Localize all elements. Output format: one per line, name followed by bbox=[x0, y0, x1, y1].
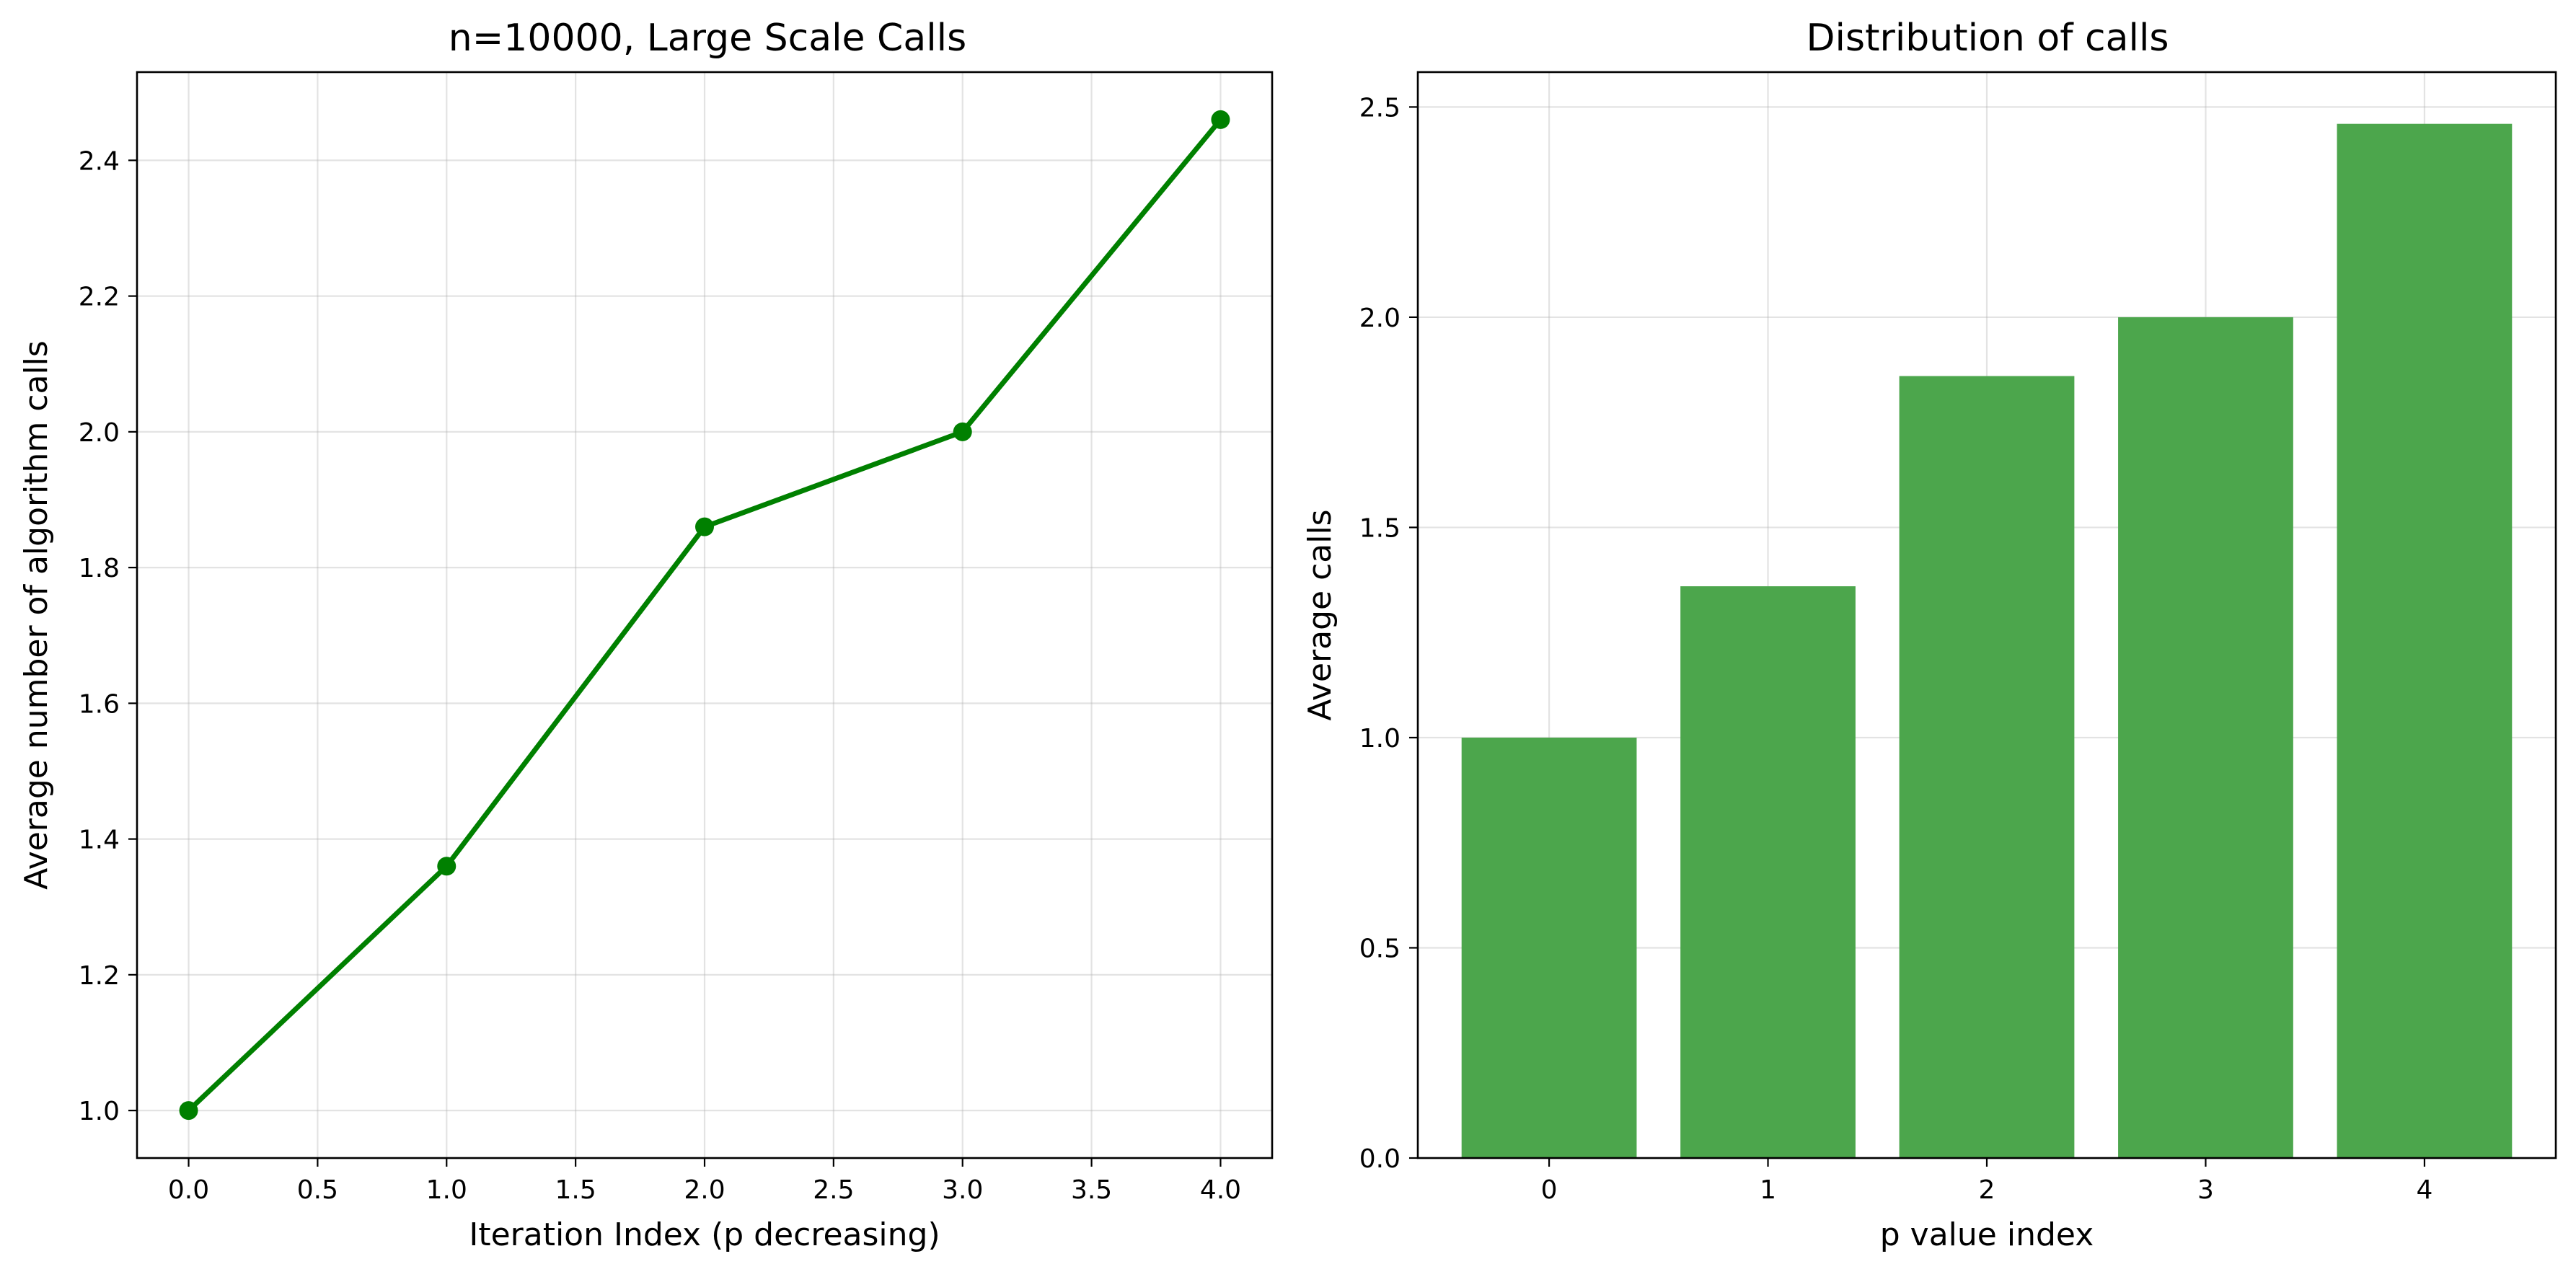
x-tick-label: 3.0 bbox=[942, 1175, 983, 1205]
bar-chart-title: Distribution of calls bbox=[1807, 17, 2169, 60]
bar-chart-frame bbox=[1416, 71, 2557, 1159]
y-tick-label: 0.0 bbox=[1359, 1144, 1401, 1174]
x-tick-label: 0 bbox=[1541, 1175, 1558, 1205]
line-chart-plot-area bbox=[179, 110, 1230, 1121]
y-tick-label: 1.0 bbox=[1359, 724, 1401, 754]
y-tick-label: 2.0 bbox=[1359, 304, 1401, 333]
y-tick-label: 2.0 bbox=[79, 418, 120, 448]
bar-chart-bars bbox=[1461, 123, 2513, 1159]
x-tick-label: 1.0 bbox=[426, 1175, 467, 1205]
x-tick-label: 3 bbox=[2197, 1175, 2214, 1205]
bar bbox=[2337, 123, 2513, 1159]
data-point bbox=[695, 517, 714, 536]
x-tick-label: 2.5 bbox=[813, 1175, 854, 1205]
y-tick-label: 1.8 bbox=[79, 554, 120, 583]
y-tick-label: 1.0 bbox=[79, 1097, 120, 1126]
y-tick-label: 0.5 bbox=[1359, 934, 1401, 963]
bar bbox=[1680, 586, 1856, 1158]
line-chart: n=10000, Large Scale Calls 0.0 0.5 1.0 1.5 2… bbox=[18, 17, 1274, 1253]
line-chart-title: n=10000, Large Scale Calls bbox=[449, 17, 966, 60]
x-tick-label: 3.5 bbox=[1071, 1175, 1112, 1205]
line-chart-ticks: 0.0 0.5 1.0 1.5 2.0 2.5 3.0 3.5 4.0 1.0 1.2 1.4 1.6 1… bbox=[79, 146, 1241, 1205]
data-point bbox=[179, 1101, 198, 1121]
line-chart-y-axis-label: Average number of algorithm calls bbox=[18, 340, 55, 890]
line-chart-x-axis-label: Iteration Index (p decreasing) bbox=[469, 1216, 940, 1253]
bar-chart-ticks: 0 1 2 3 4 0.0 0.5 1.0 1.5 2.0 2.5 bbox=[1359, 93, 2433, 1205]
data-point bbox=[1211, 110, 1230, 129]
bar-chart-y-axis-label: Average calls bbox=[1302, 509, 1338, 720]
y-tick-label: 2.2 bbox=[79, 283, 120, 312]
bar-chart-x-axis-label: p value index bbox=[1880, 1216, 2094, 1253]
y-tick-label: 1.2 bbox=[79, 961, 120, 991]
x-tick-label: 4 bbox=[2416, 1175, 2432, 1205]
data-point bbox=[437, 857, 456, 876]
y-tick-label: 1.4 bbox=[79, 826, 120, 855]
bar bbox=[1899, 376, 2075, 1159]
x-tick-label: 0.5 bbox=[297, 1175, 338, 1205]
bar-chart: Distribution of calls 0 1 2 3 4 0.0 0.5 1.0 1.5 2… bbox=[1302, 17, 2557, 1253]
bar bbox=[1461, 737, 1637, 1158]
y-tick-label: 1.6 bbox=[79, 689, 120, 719]
x-tick-label: 1 bbox=[1760, 1175, 1776, 1205]
data-point bbox=[953, 422, 972, 441]
x-tick-label: 1.5 bbox=[555, 1175, 596, 1205]
y-tick-label: 2.4 bbox=[79, 146, 120, 176]
y-tick-label: 2.5 bbox=[1359, 93, 1401, 123]
bar bbox=[2118, 317, 2293, 1158]
line-chart-frame bbox=[136, 71, 1274, 1159]
x-tick-label: 2.0 bbox=[684, 1175, 725, 1205]
x-tick-label: 0.0 bbox=[168, 1175, 209, 1205]
line-chart-grid bbox=[137, 72, 1272, 1158]
y-tick-label: 1.5 bbox=[1359, 513, 1401, 543]
x-tick-label: 4.0 bbox=[1200, 1175, 1241, 1205]
x-tick-label: 2 bbox=[1979, 1175, 1995, 1205]
